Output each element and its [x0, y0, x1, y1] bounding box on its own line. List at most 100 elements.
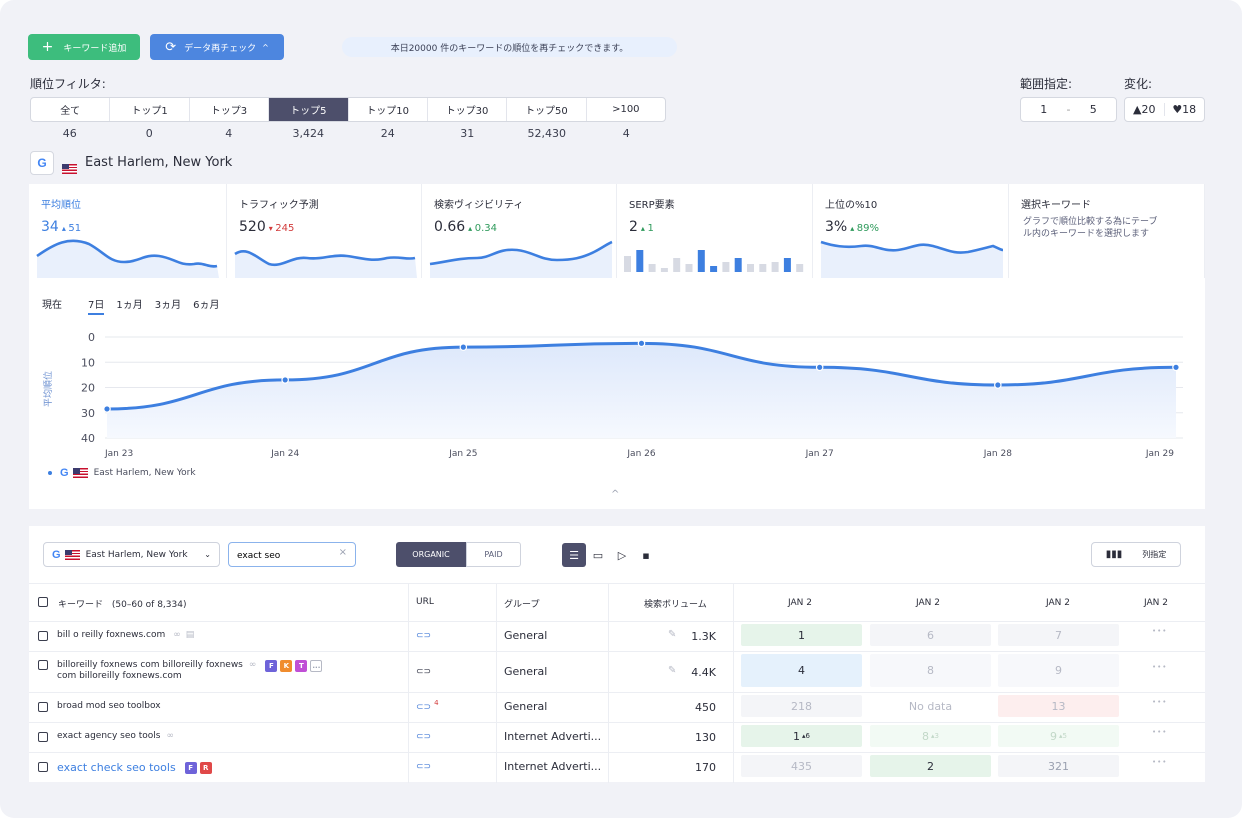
row-checkbox[interactable] [38, 660, 48, 670]
table-row[interactable] [29, 692, 1205, 722]
period-tab[interactable]: 1ヵ月 [116, 300, 143, 311]
range-to[interactable]: 5 [1089, 103, 1097, 116]
change-filter[interactable]: ▲20 ♥18 [1124, 97, 1205, 122]
period-tab[interactable]: 7日 [88, 296, 105, 315]
collapse-chart-icon[interactable]: ^ [611, 489, 620, 500]
card-icon[interactable]: ▪ [642, 548, 650, 562]
more-icon[interactable]: ••• [1152, 627, 1168, 635]
keyword-cell[interactable]: exact check seo tools F R [57, 762, 212, 774]
rank-filter-segment[interactable]: トップ10 [349, 98, 428, 121]
link-icon[interactable]: ∞ [248, 660, 257, 670]
keyword-badge[interactable]: F [265, 660, 278, 672]
edit-icon[interactable]: ✎ [668, 629, 677, 640]
rank-cell[interactable]: 4 [741, 654, 862, 687]
url-header[interactable]: URL [416, 597, 434, 607]
rank-filter-segment[interactable]: トップ30 [428, 98, 508, 121]
rank-cell[interactable]: 13 [998, 695, 1119, 717]
url-link-icon[interactable]: ⊂⊃ [416, 729, 431, 742]
chart-legend[interactable]: G East Harlem, New York [48, 467, 196, 479]
add-keyword-button[interactable]: + キーワード追加 [28, 34, 140, 60]
rank-cell[interactable]: 8 [870, 654, 991, 687]
row-checkbox[interactable] [38, 762, 48, 772]
rank-filter-segment[interactable]: 全て [31, 98, 111, 121]
location-select[interactable]: G East Harlem, New York ⌄ [43, 542, 220, 567]
metric-card[interactable]: 検索ヴィジビリティ 0.66 ▴ 0.34 [422, 184, 617, 278]
row-checkbox[interactable] [38, 732, 48, 742]
url-link-icon[interactable]: ⊂⊃ 4 [416, 699, 439, 713]
volume-header[interactable]: 検索ボリューム [644, 600, 707, 610]
range-input[interactable]: 1 - 5 [1020, 97, 1117, 122]
rank-filter-segment[interactable]: トップ5 [269, 98, 349, 121]
rank-filter-segment[interactable]: >100 [612, 104, 640, 115]
date-header[interactable]: JAN 2 [1046, 598, 1070, 608]
period-tab[interactable]: 6ヵ月 [193, 300, 220, 311]
rank-cell[interactable]: No data [870, 695, 991, 717]
more-icon[interactable]: ••• [1152, 758, 1168, 766]
data-point[interactable] [1172, 363, 1180, 372]
data-point[interactable] [994, 381, 1002, 389]
link-icon[interactable]: ∞ [166, 731, 175, 741]
rank-filter-segment[interactable]: トップ3 [190, 98, 270, 121]
folder-icon[interactable]: ▭ [592, 548, 604, 562]
more-icon[interactable]: ••• [1152, 662, 1168, 671]
select-all-checkbox[interactable] [38, 597, 48, 607]
data-point[interactable] [815, 363, 824, 372]
row-checkbox[interactable] [38, 631, 48, 641]
rank-cell[interactable]: 2 [870, 755, 991, 777]
rank-cell[interactable]: 6 [870, 624, 991, 646]
keyword-badge[interactable]: ... [310, 660, 323, 672]
search-engine-badge[interactable]: G [30, 151, 54, 175]
rank-cell[interactable]: 321 [998, 755, 1119, 777]
rank-filter-segment[interactable]: トップ50 [507, 98, 587, 121]
rank-cell[interactable]: 1 [741, 624, 862, 646]
period-tab[interactable]: 3ヵ月 [154, 300, 182, 311]
url-link-icon[interactable]: ⊂⊃ [416, 759, 431, 772]
keyword-cell[interactable]: bill o reilly foxnews.com ∞ ▤ [57, 630, 194, 641]
url-link-icon[interactable]: ⊂⊃ [416, 628, 431, 641]
clear-icon[interactable]: × [338, 547, 347, 558]
keyword-search-input[interactable] [237, 545, 337, 567]
keyword-cell[interactable]: billoreilly foxnews com billoreilly foxn… [57, 660, 323, 682]
data-point[interactable] [637, 339, 646, 348]
change-down[interactable]: ♥18 [1172, 103, 1197, 116]
table-row[interactable] [29, 651, 1205, 692]
keyword-badge[interactable]: F [184, 762, 197, 774]
range-from[interactable]: 1 [1040, 103, 1048, 116]
paid-toggle[interactable]: PAID [466, 542, 521, 567]
keyword-badge[interactable]: R [199, 762, 212, 774]
more-icon[interactable]: ••• [1152, 698, 1168, 706]
keyword-badge[interactable]: T [295, 660, 308, 672]
keyword-cell[interactable]: exact agency seo tools ∞ [57, 731, 174, 742]
group-header[interactable]: グループ [504, 600, 540, 610]
table-row[interactable] [29, 722, 1205, 752]
date-header[interactable]: JAN 2 [916, 598, 940, 608]
date-header[interactable]: JAN 2 [1144, 598, 1168, 608]
more-icon[interactable]: ••• [1152, 728, 1168, 736]
change-up[interactable]: ▲20 [1125, 103, 1165, 116]
keyword-search-box[interactable]: × [228, 542, 356, 567]
rank-cell[interactable]: 218 [741, 695, 862, 717]
rank-cell[interactable]: 8 ▴3 [870, 725, 991, 747]
rank-filter-segment[interactable]: トップ1 [110, 98, 190, 121]
metric-card[interactable]: 上位の%10 3% ▴ 89% [813, 184, 1009, 278]
url-link-icon[interactable]: ⊂⊃ [416, 664, 431, 677]
rank-cell[interactable]: 1 ▴6 [741, 725, 862, 747]
keyword-header[interactable]: キーワード (50–60 of 8,334) [58, 600, 187, 610]
metric-card[interactable]: SERP要素 2 ▴ 1 [617, 184, 813, 278]
edit-icon[interactable]: ✎ [668, 664, 677, 676]
link-icon[interactable]: ∞ [173, 630, 181, 640]
organic-toggle[interactable]: ORGANIC [396, 542, 466, 567]
rank-cell[interactable]: 435 [741, 755, 862, 777]
comment-icon[interactable]: ▤ [185, 630, 195, 640]
data-point[interactable] [281, 376, 289, 384]
recheck-button[interactable]: ⟳ データ再チェック ^ [150, 34, 284, 60]
metric-card[interactable]: 平均順位 34 ▴ 51 [29, 184, 227, 278]
tag-icon[interactable]: ▷ [617, 548, 627, 562]
rank-cell[interactable]: 9 [998, 654, 1119, 687]
data-point[interactable] [459, 343, 468, 351]
rank-cell[interactable]: 9 ▴5 [998, 725, 1119, 747]
rank-cell[interactable]: 7 [998, 624, 1119, 646]
row-checkbox[interactable] [38, 702, 48, 712]
metric-card[interactable]: 選択キーワード グラフで順位比較する為にテーブル内のキーワードを選択します [1009, 184, 1205, 278]
metric-card[interactable]: トラフィック予測 520 ▾ 245 [227, 184, 422, 278]
